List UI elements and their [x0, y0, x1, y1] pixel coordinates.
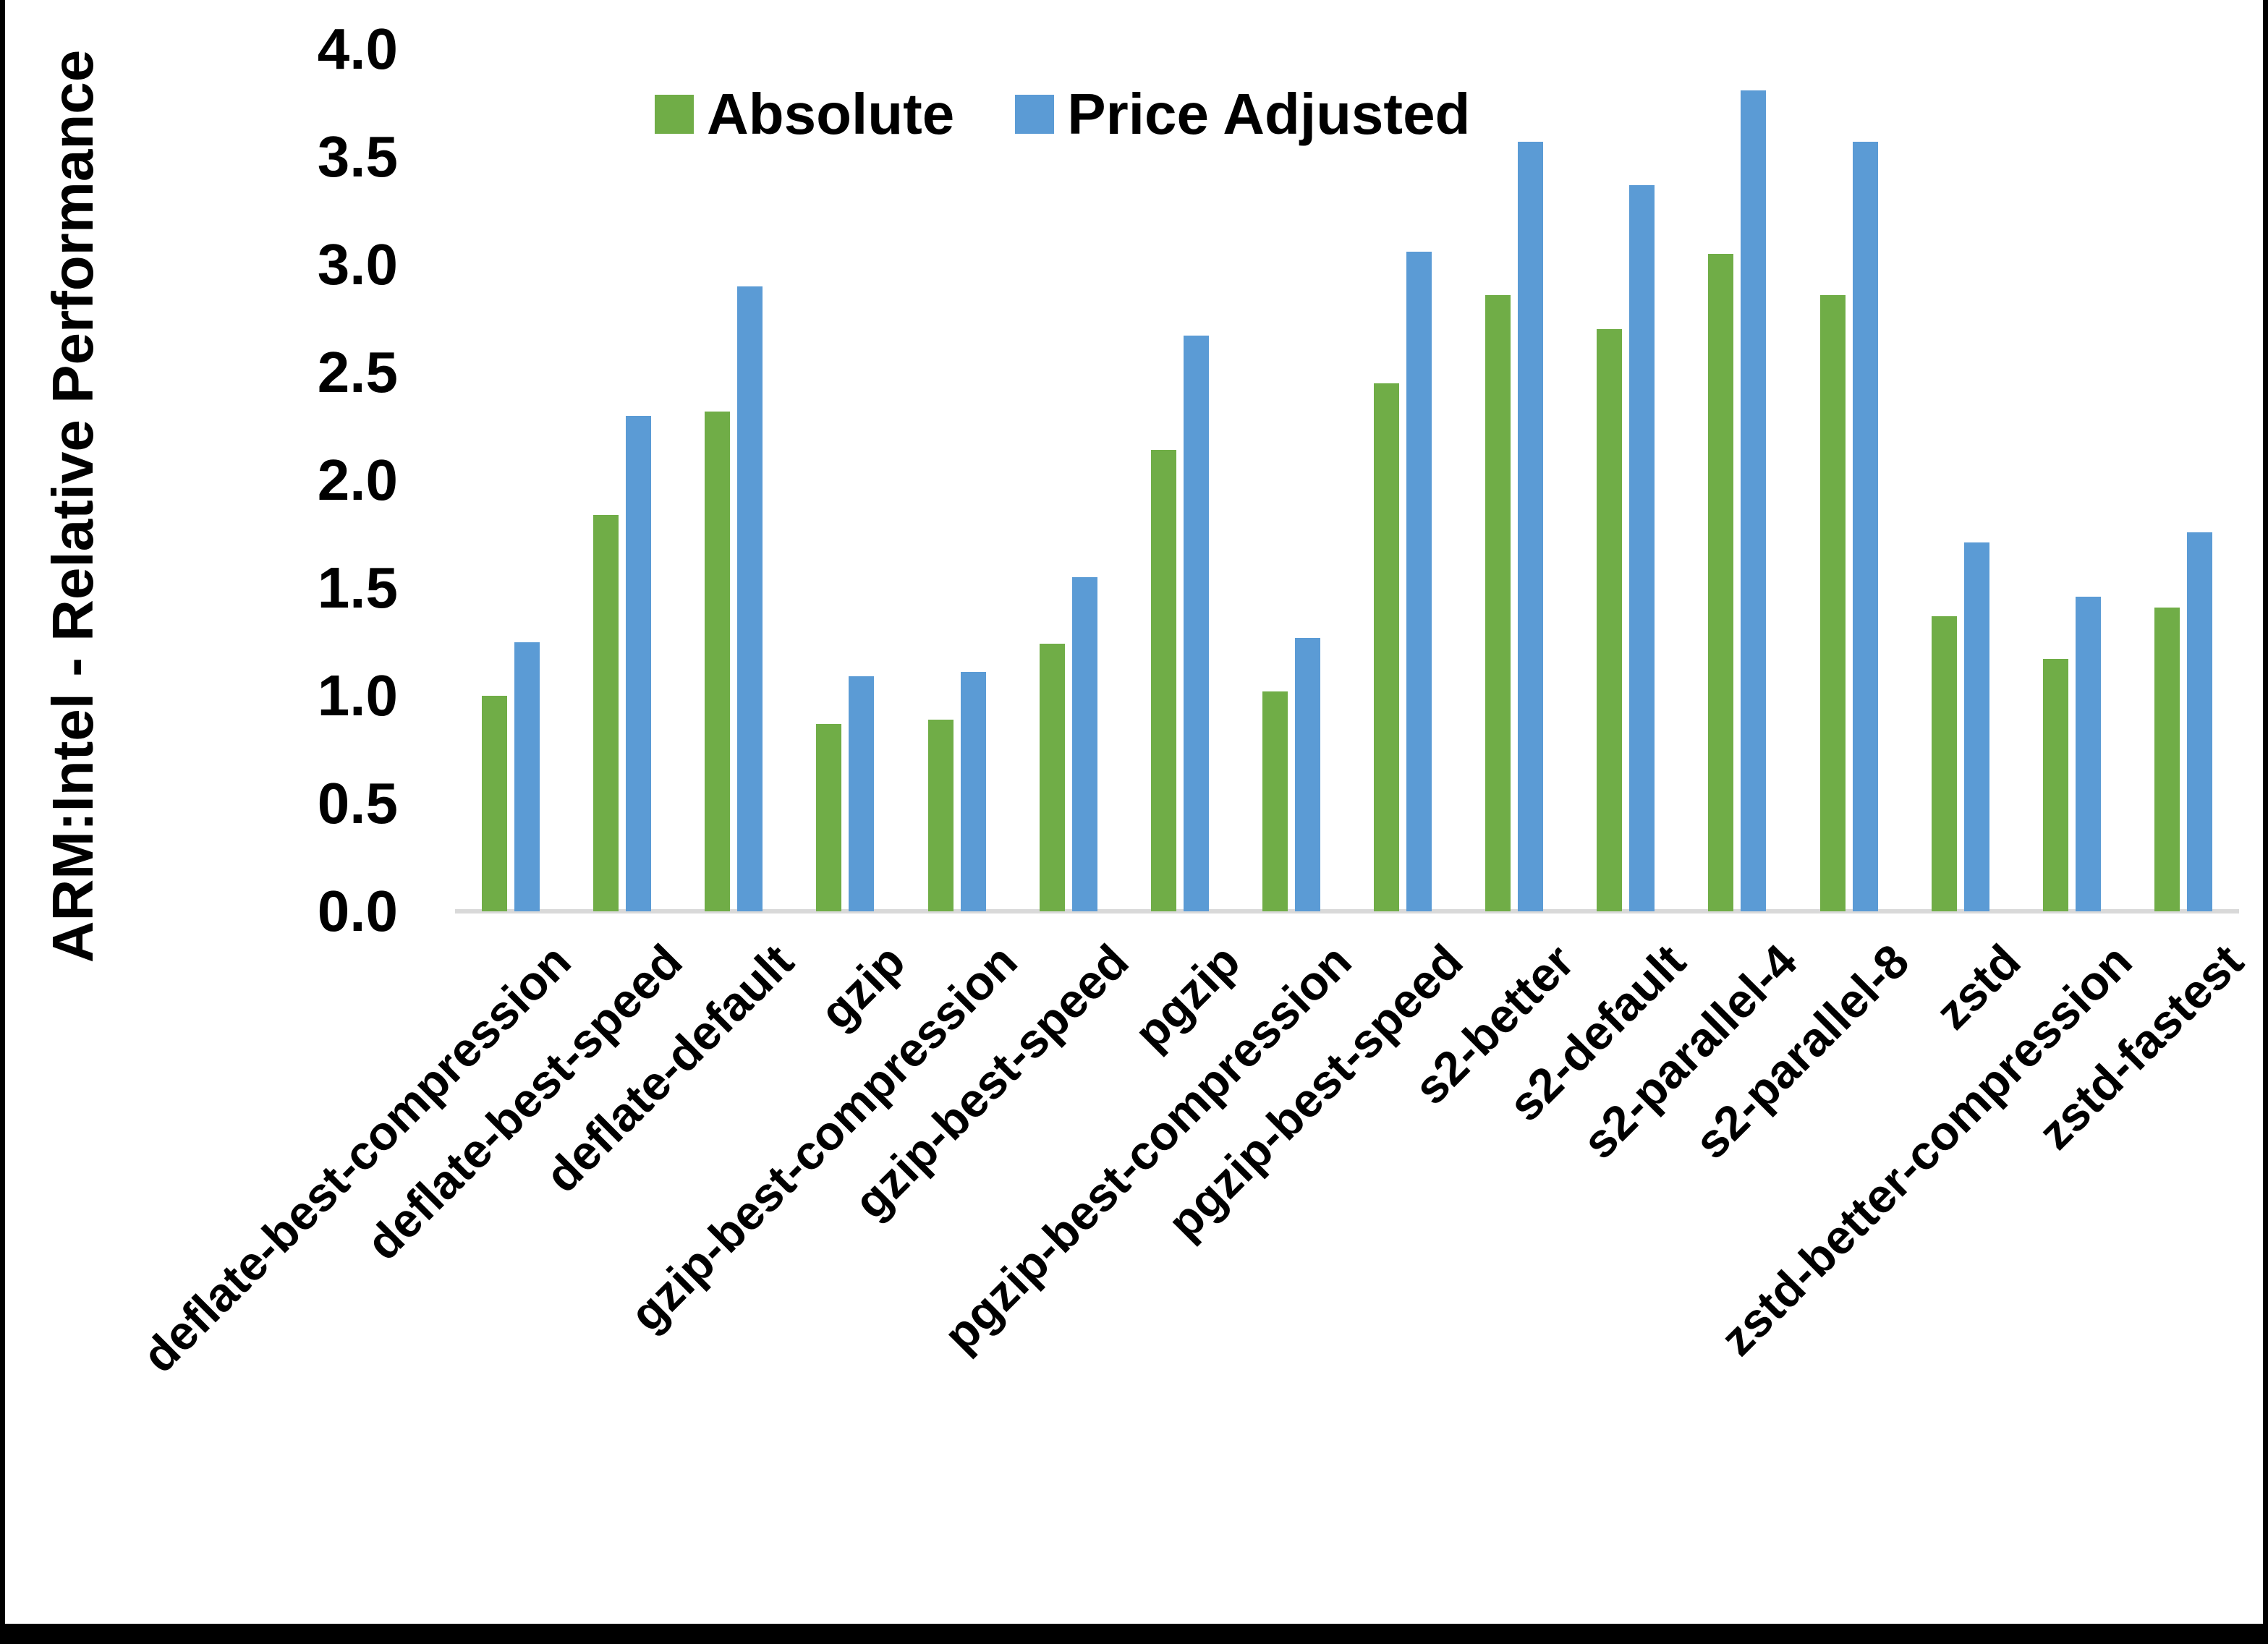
x-label-deflate-best-compression: deflate-best-compression — [132, 934, 581, 1383]
y-tick-label-1.0: 1.0 — [317, 663, 398, 728]
bar-gzip-absolute — [816, 723, 842, 911]
legend-label-absolute: Absolute — [707, 82, 955, 146]
y-tick-label-0.5: 0.5 — [317, 771, 398, 835]
bar-s2-parallel-4-absolute — [1708, 254, 1734, 911]
bar-pgzip-best-compression-absolute — [1262, 691, 1288, 911]
y-axis-title: ARM:Intel - Relative Performance — [41, 49, 105, 963]
legend-label-price-adjusted: Price Adjusted — [1067, 82, 1471, 146]
bar-gzip-best-compression-price-adjusted — [960, 672, 986, 911]
bar-zstd-fastest-price-adjusted — [2186, 532, 2212, 911]
bar-pgzip-price-adjusted — [1183, 336, 1209, 911]
bar-deflate-best-compression-absolute — [482, 696, 508, 911]
bar-zstd-fastest-absolute — [2154, 607, 2180, 911]
legend-item-price-adjusted: Price Adjusted — [1015, 81, 1470, 148]
bar-s2-better-absolute — [1485, 294, 1511, 911]
bar-deflate-best-speed-price-adjusted — [626, 415, 652, 911]
legend-swatch-absolute — [655, 95, 694, 134]
bar-gzip-best-speed-price-adjusted — [1071, 577, 1097, 911]
legend: Absolute Price Adjusted — [655, 81, 1470, 148]
x-axis-line — [455, 909, 2239, 913]
bar-gzip-best-speed-absolute — [1039, 644, 1065, 911]
y-tick-label-1.5: 1.5 — [317, 555, 398, 620]
bar-pgzip-absolute — [1150, 450, 1176, 911]
bar-deflate-best-speed-absolute — [593, 514, 619, 911]
bar-s2-parallel-8-price-adjusted — [1852, 142, 1878, 911]
y-tick-label-3.0: 3.0 — [317, 232, 398, 297]
bottom-border — [0, 1624, 2268, 1644]
y-tick-label-2.0: 2.0 — [317, 448, 398, 512]
bar-s2-parallel-8-absolute — [1819, 294, 1846, 911]
bar-s2-parallel-4-price-adjusted — [1741, 90, 1767, 911]
y-tick-label-3.5: 3.5 — [317, 124, 398, 189]
legend-swatch-price-adjusted — [1015, 95, 1055, 134]
bar-pgzip-best-compression-price-adjusted — [1294, 637, 1320, 911]
bar-gzip-price-adjusted — [849, 676, 875, 911]
left-border — [0, 0, 5, 1644]
bar-deflate-best-compression-price-adjusted — [514, 642, 540, 911]
bar-zstd-better-compression-absolute — [2042, 659, 2068, 911]
bar-pgzip-best-speed-price-adjusted — [1406, 252, 1432, 911]
y-tick-label-0.0: 0.0 — [317, 879, 398, 943]
bar-s2-better-price-adjusted — [1518, 142, 1544, 911]
right-border — [2263, 0, 2268, 1644]
bar-s2-default-price-adjusted — [1629, 184, 1655, 911]
bar-zstd-absolute — [1931, 616, 1957, 911]
legend-item-absolute: Absolute — [655, 81, 954, 148]
bar-gzip-best-compression-absolute — [927, 719, 954, 911]
bar-s2-default-absolute — [1597, 329, 1623, 911]
plot-area — [455, 49, 2239, 913]
bar-deflate-default-absolute — [705, 411, 731, 911]
bar-zstd-price-adjusted — [1963, 542, 1989, 911]
y-tick-label-2.5: 2.5 — [317, 340, 398, 404]
bar-deflate-default-price-adjusted — [737, 286, 763, 911]
bar-zstd-better-compression-price-adjusted — [2075, 596, 2101, 911]
y-tick-label-4.0: 4.0 — [317, 17, 398, 81]
bar-pgzip-best-speed-absolute — [1374, 383, 1400, 911]
